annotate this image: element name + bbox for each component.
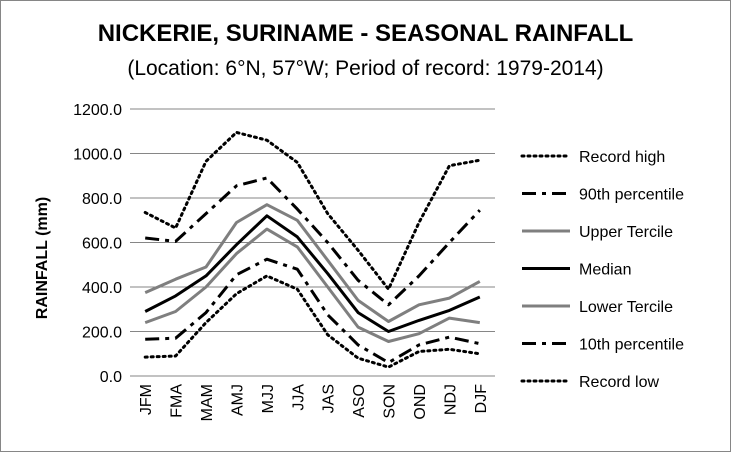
y-tick-label: 400.0 [82, 280, 122, 297]
x-tick-label: JAS [321, 384, 338, 413]
x-tick-label: MAM [199, 384, 216, 421]
x-tick-label: FMA [169, 384, 186, 418]
x-tick-label: MJJ [260, 384, 277, 413]
legend-label: Record high [579, 149, 665, 166]
x-tick-label: SON [382, 384, 399, 419]
series-lines [143, 130, 482, 369]
y-tick-label: 0.0 [100, 369, 122, 386]
x-tick-label: ASO [351, 384, 368, 418]
series-line [144, 227, 481, 343]
legend-label: Median [579, 262, 631, 279]
y-tick-label: 1000.0 [73, 147, 122, 164]
series-line [144, 214, 481, 333]
y-tick-label: 1200.0 [73, 102, 122, 119]
series-line [143, 130, 482, 291]
x-tick-label: JFM [138, 384, 155, 415]
x-tick-label: AMJ [229, 384, 246, 416]
x-tick-label: DJF [473, 384, 490, 414]
legend: Record high 90th percentile Upper Tercile M… [520, 149, 684, 391]
y-tick-label: 200.0 [82, 325, 122, 342]
legend-label: Record low [579, 374, 659, 391]
x-tick-label: OND [412, 384, 429, 420]
series-line [145, 257, 481, 365]
y-tick-labels: 0.0 200.0 400.0 600.0 800.0 1000.0 1200.0 [73, 102, 122, 386]
series-line [144, 203, 481, 323]
legend-label: Lower Tercile [579, 299, 673, 316]
legend-label: 90th percentile [579, 187, 684, 204]
series-line [143, 274, 482, 369]
y-axis-label: RAINFALL (mm) [34, 197, 51, 319]
x-tick-labels: JFM FMA MAM AMJ MJJ JJA JAS ASO SON OND NDJ DJF [138, 384, 490, 422]
chart-subtitle: (Location: 6°N, 57°W; Period of record: … [127, 57, 604, 80]
legend-label: 10th percentile [579, 337, 684, 354]
x-tick-label: NDJ [442, 384, 459, 415]
legend-label: Upper Tercile [579, 224, 673, 241]
x-tick-label: JJA [290, 384, 307, 411]
series-line [145, 176, 481, 307]
chart-title: NICKERIE, SURINAME - SEASONAL RAINFALL [97, 20, 634, 47]
y-tick-label: 800.0 [82, 191, 122, 208]
y-tick-label: 600.0 [82, 236, 122, 253]
